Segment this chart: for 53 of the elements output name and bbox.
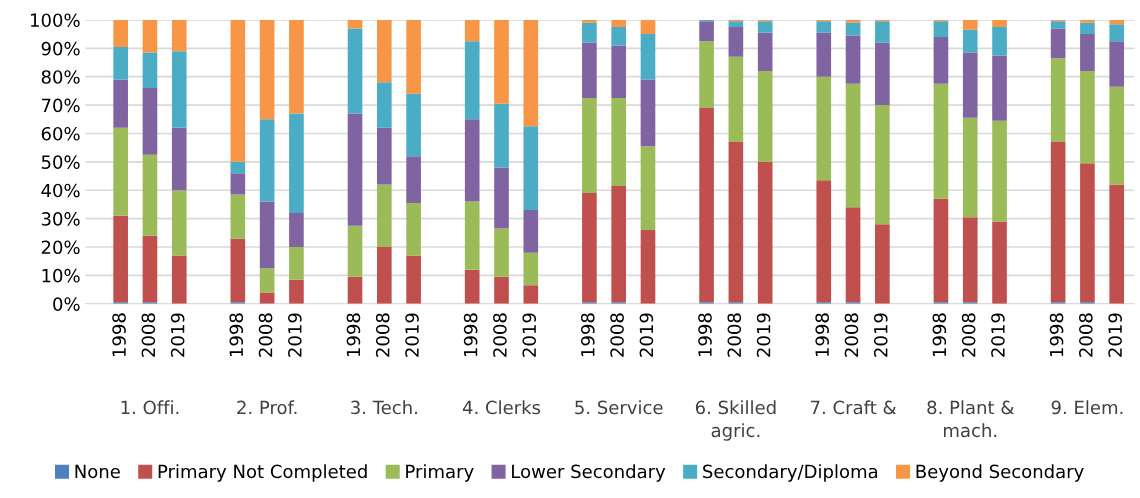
- x-tick-label: 2008: [493, 313, 507, 357]
- y-tick-label: 80%: [41, 70, 80, 84]
- x-tick-label: 2008: [844, 313, 859, 357]
- legend-label: Beyond Secondary: [916, 464, 1084, 482]
- x-tick-label: 2019: [1108, 313, 1122, 357]
- text: 3. Tech.: [351, 400, 417, 415]
- x-tick-label: 2019: [991, 313, 1005, 357]
- y-tick-label: 20%: [41, 240, 80, 255]
- y-tick-label: 40%: [41, 183, 80, 198]
- text: 9. Elem.: [1051, 400, 1123, 415]
- y-tick-label: 50%: [41, 155, 80, 169]
- x-tick-label: 1998: [815, 313, 829, 357]
- x-tick-label: 1998: [112, 313, 126, 357]
- legend-label: None: [75, 464, 120, 479]
- y-tick-label: 10%: [42, 268, 80, 283]
- x-tick-label: 1998: [229, 313, 244, 357]
- x-tick-label: 2008: [258, 313, 273, 357]
- y-tick-label: 60%: [41, 126, 80, 141]
- x-tick-label: 2019: [639, 313, 654, 357]
- x-tick-label: 1998: [1049, 313, 1064, 357]
- x-tick-label: 2008: [727, 313, 742, 357]
- text: 8. Plant & mach.: [927, 400, 1014, 438]
- legend-label: Lower Secondary: [512, 464, 666, 482]
- x-tick-label: 2008: [610, 313, 624, 357]
- x-tick-label: 1998: [463, 313, 478, 357]
- x-tick-label: 2019: [522, 313, 537, 357]
- text: 2. Prof.: [237, 400, 297, 415]
- x-tick-label: 1998: [346, 313, 361, 357]
- x-tick-label: 2008: [961, 313, 976, 357]
- text: 1. Offi.: [121, 400, 179, 415]
- text: 4. Clerks: [462, 400, 541, 415]
- x-tick-label: 2008: [375, 313, 390, 357]
- legend-label: Primary: [406, 464, 474, 482]
- y-tick-label: 70%: [41, 98, 80, 113]
- x-tick-label: 2019: [756, 313, 771, 357]
- legend-label: Secondary/Diploma: [703, 464, 878, 482]
- text: 5. Service: [575, 400, 663, 415]
- x-tick-label: 2008: [1079, 313, 1093, 357]
- x-tick-label: 2008: [141, 313, 156, 357]
- y-tick-label: 90%: [41, 41, 80, 56]
- y-tick-label: 100%: [31, 13, 80, 28]
- y-tick-label: 0%: [53, 297, 80, 311]
- text: 6. Skilled agric.: [695, 400, 776, 441]
- x-tick-label: 2019: [405, 313, 419, 357]
- x-tick-label: 1998: [580, 313, 595, 357]
- legend-label: Primary Not Completed: [158, 464, 367, 482]
- x-tick-label: 2019: [288, 313, 302, 357]
- x-tick-label: 2019: [170, 313, 185, 357]
- y-tick-label: 30%: [41, 212, 80, 226]
- x-tick-label: 2019: [873, 313, 888, 357]
- x-tick-label: 1998: [932, 313, 947, 357]
- x-tick-label: 1998: [698, 313, 712, 357]
- text: 7. Craft &: [811, 400, 896, 415]
